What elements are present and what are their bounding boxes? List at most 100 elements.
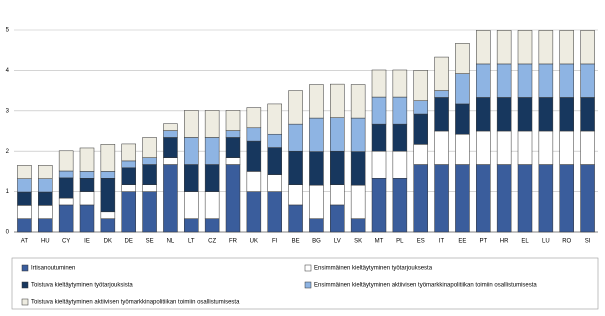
bar-segment [455,43,470,74]
bar-segment [267,133,282,148]
x-tick-label: HR [500,239,509,245]
y-tick-label: 1 [6,189,10,195]
x-tick-label: HU [41,239,50,245]
x-tick-label: EE [458,239,466,245]
x-tick-label: RO [562,239,571,245]
x-tick-label: DE [125,239,133,245]
bar-segment [17,191,32,206]
bar-segment [38,205,53,219]
bar-segment [455,73,470,105]
x-tick-label: CZ [208,239,216,245]
bar-segment [330,150,345,185]
bar-segment [538,130,554,165]
bar-segment [267,191,282,233]
bar-segment [580,97,595,132]
bar-segment [58,197,74,206]
y-tick-label: 5 [6,28,10,34]
bar-segment [163,164,178,233]
bar-segment [288,90,303,125]
legend-frame [11,257,599,310]
bar-segment [309,184,324,219]
bar-segment [392,150,408,179]
bar-segment [38,165,53,179]
bar-segment [204,110,220,138]
x-tick-label: EL [521,239,529,245]
bar-segment [79,178,95,192]
legend-label: Ensimmäinen kieltäytyminen aktiivisen ty… [314,283,537,289]
bar-segment [476,63,491,98]
bar-segment [38,178,53,193]
bar-segment [392,123,408,152]
bar-segment [163,130,178,138]
bar-segment [538,30,554,65]
y-tick-label: 3 [6,108,10,114]
bar-segment [38,191,53,206]
bar-segment [204,137,220,165]
bar-segment [309,151,324,186]
bar-segment [496,97,512,132]
bar-segment [163,123,178,131]
bar-segment [246,191,262,233]
bar-segment [371,69,387,98]
bar-segment [496,30,512,65]
x-tick-label: SK [354,239,362,245]
bar-segment [204,191,220,219]
bar-segment [580,30,595,65]
bar-segment [79,171,95,179]
bar-segment [100,171,116,179]
bar-segment [434,97,449,132]
bar-segment [330,204,345,233]
bar-segment [496,130,512,165]
legend-swatch [21,264,29,272]
bar-segment [434,130,449,165]
legend-swatch [304,264,312,272]
bar-segment [559,97,574,132]
x-tick-label: SI [585,239,591,245]
x-tick-label: FI [272,239,278,245]
bar-segment [267,147,282,175]
x-tick-label: LV [334,239,341,245]
bar-segment [413,144,428,165]
legend-label: Ensimmäinen kieltäytyminen työtarjoukses… [314,266,433,272]
y-tick-label: 2 [6,149,10,155]
legend-swatch [304,281,312,289]
bar-segment [225,157,241,165]
bar-segment [288,150,303,185]
bar-segment [538,164,554,233]
bar-segment [434,56,449,91]
bar-segment [246,171,262,192]
bar-segment [371,178,387,233]
bar-segment [392,96,408,125]
bar-segment [58,170,74,179]
bar-segment [517,164,533,233]
bar-segment [121,167,136,185]
bar-segment [79,191,95,206]
legend-swatch [21,281,29,289]
bar-segment [184,218,199,233]
bar-segment [163,157,178,165]
bar-segment [350,151,366,186]
bar-segment [476,130,491,165]
bar-segment [559,63,574,98]
bar-segment [79,204,95,233]
bar-segment [350,218,366,233]
bar-segment [455,164,470,233]
bar-segment [225,130,241,138]
bar-segment [17,165,32,179]
bar-segment [476,164,491,233]
bar-segment [58,177,74,199]
bar-segment [309,218,324,233]
bar-segment [121,191,136,233]
bar-segment [371,96,387,125]
bar-segment [17,218,32,233]
x-tick-label: DK [104,239,112,245]
legend-label: Irtisanoutuminen [31,266,75,272]
bar-segment [413,100,428,115]
x-tick-label: PT [479,239,487,245]
bar-segment [476,97,491,132]
bar-segment [100,144,116,172]
bar-segment [434,164,449,233]
x-tick-label: LU [542,239,550,245]
bar-segment [204,218,220,233]
